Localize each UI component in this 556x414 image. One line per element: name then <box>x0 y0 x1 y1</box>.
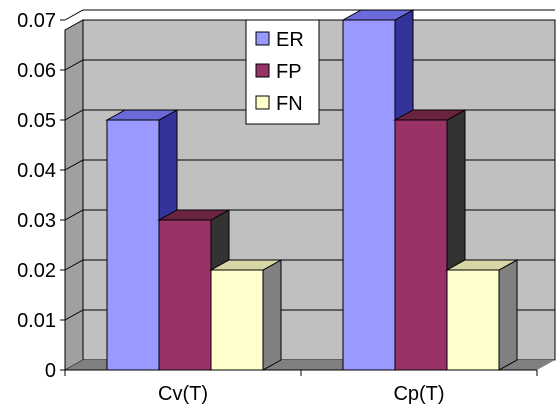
y-axis-ticks: 0 0.01 0.02 0.03 0.04 0.05 0.06 0.07 <box>17 10 65 382</box>
side-wall <box>64 19 84 371</box>
gridline <box>64 9 555 21</box>
y-tick-label: 0.05 <box>17 110 56 132</box>
bar <box>445 259 519 371</box>
legend-entry: ER <box>255 29 304 51</box>
bars <box>105 9 519 371</box>
y-tick-label: 0.01 <box>17 310 56 332</box>
legend-label: ER <box>276 29 304 51</box>
y-tick-label: 0.06 <box>17 60 56 82</box>
y-tick-label: 0 <box>45 360 56 382</box>
legend-swatch <box>255 31 270 46</box>
bar-front <box>106 119 160 371</box>
legend-swatch <box>255 95 270 110</box>
legend-entry: FN <box>255 93 303 115</box>
legend-entry: FP <box>255 61 302 83</box>
bar-front <box>342 19 396 371</box>
y-tick-label: 0.07 <box>17 10 56 32</box>
x-category-label: Cp(T) <box>393 383 444 405</box>
bar-front <box>158 219 212 371</box>
legend-label: FN <box>276 93 303 115</box>
bar <box>209 259 283 371</box>
bar-front <box>210 269 264 371</box>
legend: ER FP FN <box>245 19 320 125</box>
bar-side <box>262 259 282 371</box>
x-axis-categories: Cv(T) Cp(T) <box>64 370 538 405</box>
bar-front <box>394 119 448 371</box>
legend-swatch <box>255 63 270 78</box>
y-tick-label: 0.03 <box>17 210 56 232</box>
legend-label: FP <box>276 61 302 83</box>
x-category-label: Cv(T) <box>158 383 208 405</box>
y-tick-label: 0.04 <box>17 160 56 182</box>
y-tick-label: 0.02 <box>17 260 56 282</box>
bar-front <box>446 269 500 371</box>
bar-side <box>498 259 518 371</box>
